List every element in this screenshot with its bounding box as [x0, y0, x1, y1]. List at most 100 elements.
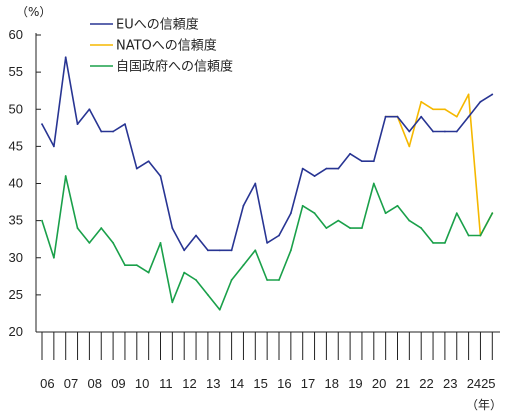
- data-point: [218, 308, 221, 311]
- y-tick-label: 35: [9, 213, 23, 228]
- data-point: [408, 130, 411, 133]
- x-tick-label: 10: [135, 376, 149, 391]
- data-point: [384, 115, 387, 118]
- x-tick-label: 25: [481, 376, 495, 391]
- y-tick-label: 40: [9, 176, 23, 191]
- data-point: [266, 279, 269, 281]
- data-point: [325, 167, 328, 170]
- x-tick-label: 11: [159, 376, 173, 391]
- data-point: [361, 160, 363, 163]
- data-point: [64, 56, 67, 59]
- data-point: [41, 219, 43, 222]
- x-axis: 06 07 08 09 10 11 12 13 14 15 16 17 18 19 20 21 22 23 24 25: [35, 33, 500, 391]
- data-point: [112, 130, 114, 133]
- data-point: [420, 227, 423, 229]
- data-point: [159, 175, 162, 177]
- data-point: [242, 204, 245, 207]
- x-tick-label: 09: [111, 376, 125, 391]
- data-point: [88, 242, 91, 244]
- data-point: [313, 175, 316, 177]
- data-point: [432, 242, 434, 244]
- data-point: [349, 152, 351, 155]
- data-point: [455, 115, 458, 118]
- data-point: [491, 93, 494, 96]
- data-point: [171, 301, 174, 304]
- legend-label: EUへの信頼度: [116, 17, 199, 33]
- data-point: [408, 219, 411, 222]
- data-point: [301, 167, 304, 170]
- data-point: [396, 204, 399, 207]
- data-point: [491, 212, 494, 215]
- x-tick-label: 08: [87, 376, 101, 391]
- data-point: [444, 130, 446, 133]
- x-tick-label: 23: [443, 376, 457, 391]
- x-tick-label: 13: [206, 376, 220, 391]
- data-point: [112, 242, 114, 244]
- data-point: [230, 279, 233, 281]
- data-point: [337, 167, 340, 170]
- x-tick-label: 19: [348, 376, 362, 391]
- data-point: [52, 256, 55, 259]
- x-tick-label: 12: [182, 376, 196, 391]
- data-point: [289, 249, 292, 252]
- data-point: [266, 242, 269, 244]
- data-point: [76, 227, 79, 229]
- data-point: [467, 93, 470, 96]
- x-tick-label: 22: [419, 376, 433, 391]
- data-point: [479, 234, 482, 237]
- x-tick-label: 14: [230, 376, 244, 391]
- data-point: [467, 234, 470, 237]
- data-point: [124, 264, 126, 267]
- data-point: [278, 234, 280, 237]
- data-point: [100, 130, 103, 133]
- legend-label: 自国政府への信頼度: [116, 59, 233, 75]
- x-tick-label: 20: [372, 376, 386, 391]
- y-tick-label: 45: [9, 138, 23, 153]
- data-point: [100, 227, 103, 229]
- x-tick-label: 21: [396, 376, 410, 391]
- data-point: [420, 115, 423, 118]
- data-point: [325, 227, 328, 229]
- data-point: [384, 212, 387, 215]
- data-point: [444, 242, 446, 244]
- y-tick-label: 50: [9, 101, 23, 116]
- data-point: [183, 271, 186, 274]
- y-axis-ticks: 20 25 30 35 40 45 50 55 60: [9, 27, 41, 339]
- data-point: [135, 167, 138, 170]
- data-point: [301, 204, 304, 207]
- data-point: [479, 100, 482, 103]
- y-tick-label: 20: [9, 324, 23, 339]
- x-tick-label: 16: [277, 376, 291, 391]
- data-point: [230, 249, 233, 252]
- x-tick-label: 18: [324, 376, 338, 391]
- data-point: [337, 219, 340, 222]
- y-tick-label: 30: [9, 250, 23, 265]
- data-point: [420, 100, 423, 103]
- data-point: [207, 249, 209, 252]
- data-point: [349, 227, 351, 229]
- x-tick-label: 07: [64, 376, 78, 391]
- y-tick-label: 25: [9, 287, 23, 302]
- data-point: [372, 160, 375, 163]
- y-tick-label: 55: [9, 64, 23, 79]
- data-point: [254, 182, 257, 185]
- data-point: [408, 145, 411, 148]
- data-point: [64, 175, 67, 177]
- data-point: [289, 212, 292, 215]
- y-tick-label: 60: [9, 27, 23, 42]
- data-point: [195, 234, 197, 237]
- data-point: [372, 182, 375, 185]
- data-point: [444, 108, 446, 111]
- series-line-1: [385, 93, 494, 237]
- x-tick-label: 06: [40, 376, 54, 391]
- data-point: [76, 123, 79, 125]
- x-tick-label: 24: [467, 376, 481, 391]
- data-point: [396, 115, 399, 118]
- series-line-0: [41, 56, 493, 252]
- data-point: [313, 212, 316, 215]
- data-point: [432, 108, 434, 111]
- data-point: [135, 264, 138, 267]
- data-point: [147, 271, 150, 274]
